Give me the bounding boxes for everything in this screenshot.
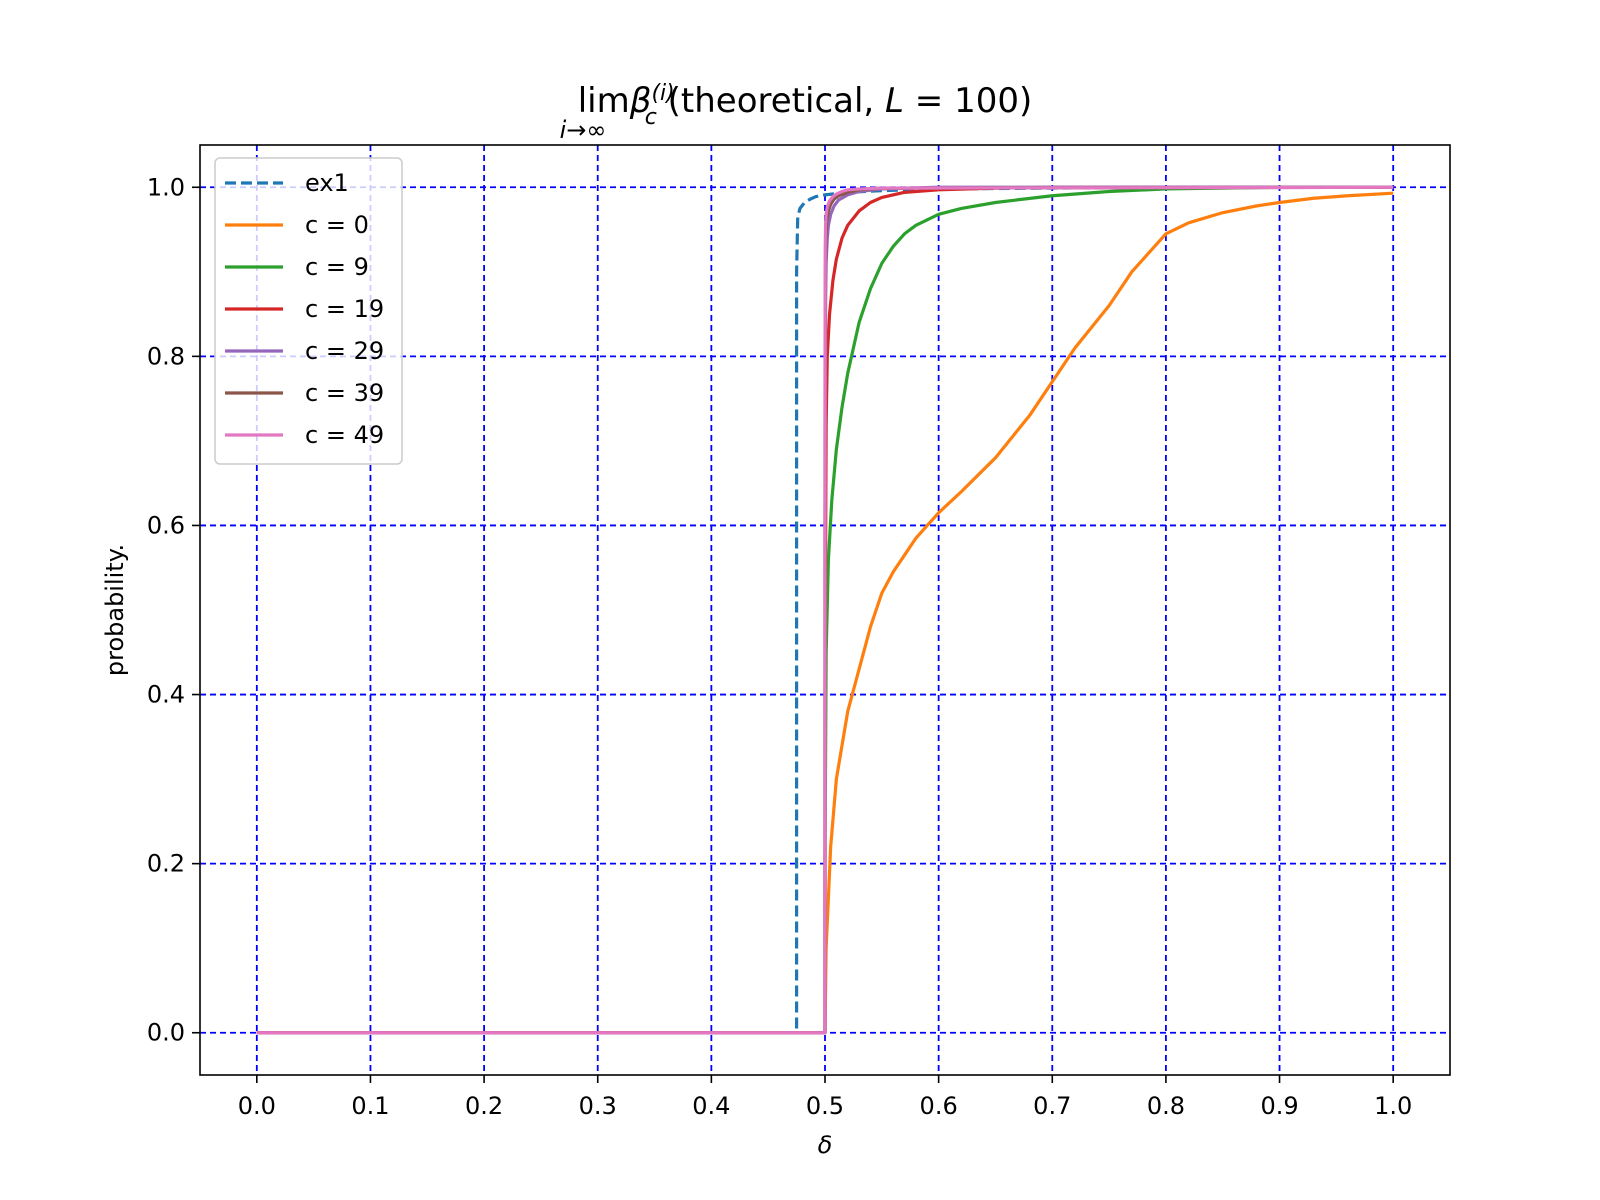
series-line-1: [256, 191, 1394, 1035]
y-tick-label: 1.0: [147, 173, 185, 201]
y-axis-label: probability.: [101, 544, 129, 676]
y-tick-label: 0.0: [147, 1019, 185, 1047]
x-tick-label: 0.9: [1260, 1092, 1298, 1120]
legend-label-2: c = 9: [305, 253, 369, 281]
plot-lines: [256, 185, 1394, 1035]
x-tick-label: 0.4: [692, 1092, 730, 1120]
x-axis: 0.0 0.1 0.2 0.3 0.4 0.5 0.6 0.7 0.8 0.9 1.0: [238, 1075, 1412, 1120]
x-tick-label: 0.7: [1033, 1092, 1071, 1120]
x-tick-label: 0.6: [920, 1092, 958, 1120]
legend-label-6: c = 49: [305, 421, 384, 449]
chart-title-limit-subscript: i→∞: [560, 116, 607, 144]
y-tick-label: 0.2: [147, 850, 185, 878]
y-tick-label: 0.4: [147, 681, 185, 709]
legend-box: [214, 157, 403, 465]
legend-label-5: c = 39: [305, 379, 384, 407]
x-axis-label: δ: [818, 1131, 833, 1159]
chart-title: limβ(i) c (theoretical, L = 100): [578, 81, 1033, 130]
x-tick-label: 0.8: [1147, 1092, 1185, 1120]
x-tick-label: 1.0: [1374, 1092, 1412, 1120]
y-tick-label: 0.8: [147, 342, 185, 370]
x-tick-label: 0.5: [806, 1092, 844, 1120]
x-tick-label: 0.2: [465, 1092, 503, 1120]
legend-label-0: ex1: [305, 169, 349, 197]
x-tick-label: 0.3: [579, 1092, 617, 1120]
x-tick-label: 0.0: [238, 1092, 276, 1120]
legend: ex1 c = 0 c = 9 c = 19 c = 29 c = 39 c = 49: [214, 157, 403, 465]
series-line-6: [256, 185, 1394, 1035]
y-tick-label: 0.6: [147, 511, 185, 539]
y-axis: 0.0 0.2 0.4 0.6 0.8 1.0: [147, 173, 200, 1047]
series-line-2: [256, 185, 1394, 1035]
legend-label-3: c = 19: [305, 295, 384, 323]
legend-label-4: c = 29: [305, 337, 384, 365]
series-line-0: [256, 185, 1394, 1035]
x-tick-label: 0.1: [351, 1092, 389, 1120]
legend-label-1: c = 0: [305, 211, 369, 239]
